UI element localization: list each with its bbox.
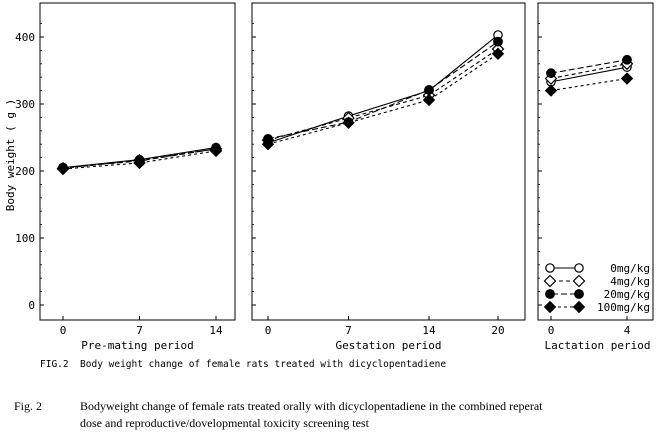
figure-caption-number: Fig. 2: [14, 399, 42, 413]
legend-marker-left-2: [545, 289, 555, 299]
data-point-lactation-2-0: [546, 68, 556, 79]
x-tick-label-gestation-20: 20: [491, 324, 504, 337]
data-point-lactation-2-4: [622, 54, 632, 65]
x-axis-label-gestation: Gestation period: [336, 339, 442, 352]
legend-label-3: 100mg/kg: [597, 301, 650, 314]
y-tick-label-0: 0: [28, 299, 35, 312]
legend-marker-right-1: [572, 274, 586, 288]
legend-marker-left-0: [545, 263, 555, 273]
y-tick-label-200: 200: [15, 165, 35, 178]
x-tick-label-gestation-0: 0: [265, 324, 272, 337]
series-line-lactation-2: [550, 59, 628, 74]
series-line-lactation-1: [550, 63, 628, 80]
legend-label-2: 20mg/kg: [604, 288, 650, 301]
legend-marker-right-2: [574, 289, 584, 299]
series-line-lactation-0: [550, 66, 628, 83]
legend-marker-right-0: [574, 263, 584, 273]
x-tick-label-premating-0: 0: [60, 324, 67, 337]
data-point-premating-3-0: [56, 162, 70, 176]
series-line-gestation-0: [267, 34, 499, 144]
data-point-premating-3-14: [209, 144, 223, 158]
x-axis-label-premating: Pre-mating period: [81, 339, 194, 352]
series-line-lactation-3: [550, 77, 628, 92]
data-point-lactation-3-0: [544, 84, 558, 97]
series-line-gestation-2: [267, 41, 499, 140]
x-tick-label-premating-7: 7: [136, 324, 143, 337]
x-tick-label-gestation-14: 14: [422, 324, 436, 337]
data-point-gestation-3-14: [422, 93, 436, 107]
x-axis-label-lactation: Lactation period: [545, 339, 651, 352]
legend-marker-left-3: [543, 300, 557, 314]
x-tick-label-lactation-0: 0: [548, 324, 555, 337]
series-line-premating-3: [62, 150, 217, 170]
data-point-gestation-2-14: [424, 85, 434, 95]
figure-caption-inner: FIG.2 Body weight change of female rats …: [40, 359, 446, 370]
legend-label-0: 0mg/kg: [610, 262, 650, 275]
figure-caption-line1: Bodyweight change of female rats treated…: [80, 399, 543, 413]
legend-marker-right-3: [572, 300, 586, 314]
data-point-lactation-3-4: [620, 72, 634, 85]
y-tick-label-300: 300: [15, 98, 35, 111]
panel-frame-lactation: [537, 2, 654, 321]
x-tick-label-lactation-4: 4: [624, 324, 631, 337]
y-axis-label: Body weight ( g ): [4, 99, 17, 212]
legend-label-1: 4mg/kg: [610, 275, 650, 288]
data-point-gestation-3-0: [261, 137, 275, 151]
figure-caption-line2: dose and reproductive/dovelopmental toxi…: [80, 416, 370, 430]
x-tick-label-premating-14: 14: [209, 324, 223, 337]
panel-frame-gestation: [251, 2, 526, 321]
data-point-gestation-2-20: [493, 36, 503, 47]
x-tick-label-gestation-7: 7: [345, 324, 352, 337]
data-point-gestation-3-20: [491, 47, 505, 60]
legend-marker-left-1: [543, 274, 557, 288]
y-tick-label-400: 400: [15, 31, 35, 44]
data-point-gestation-3-7: [342, 116, 355, 129]
data-point-premating-3-7: [133, 156, 146, 170]
chart-root: 0 7 14 Pre-mating period 0 7 14 20 Gestation per…: [15, 2, 654, 352]
panel-frame-premating: [39, 2, 236, 321]
y-tick-label-100: 100: [15, 232, 35, 245]
